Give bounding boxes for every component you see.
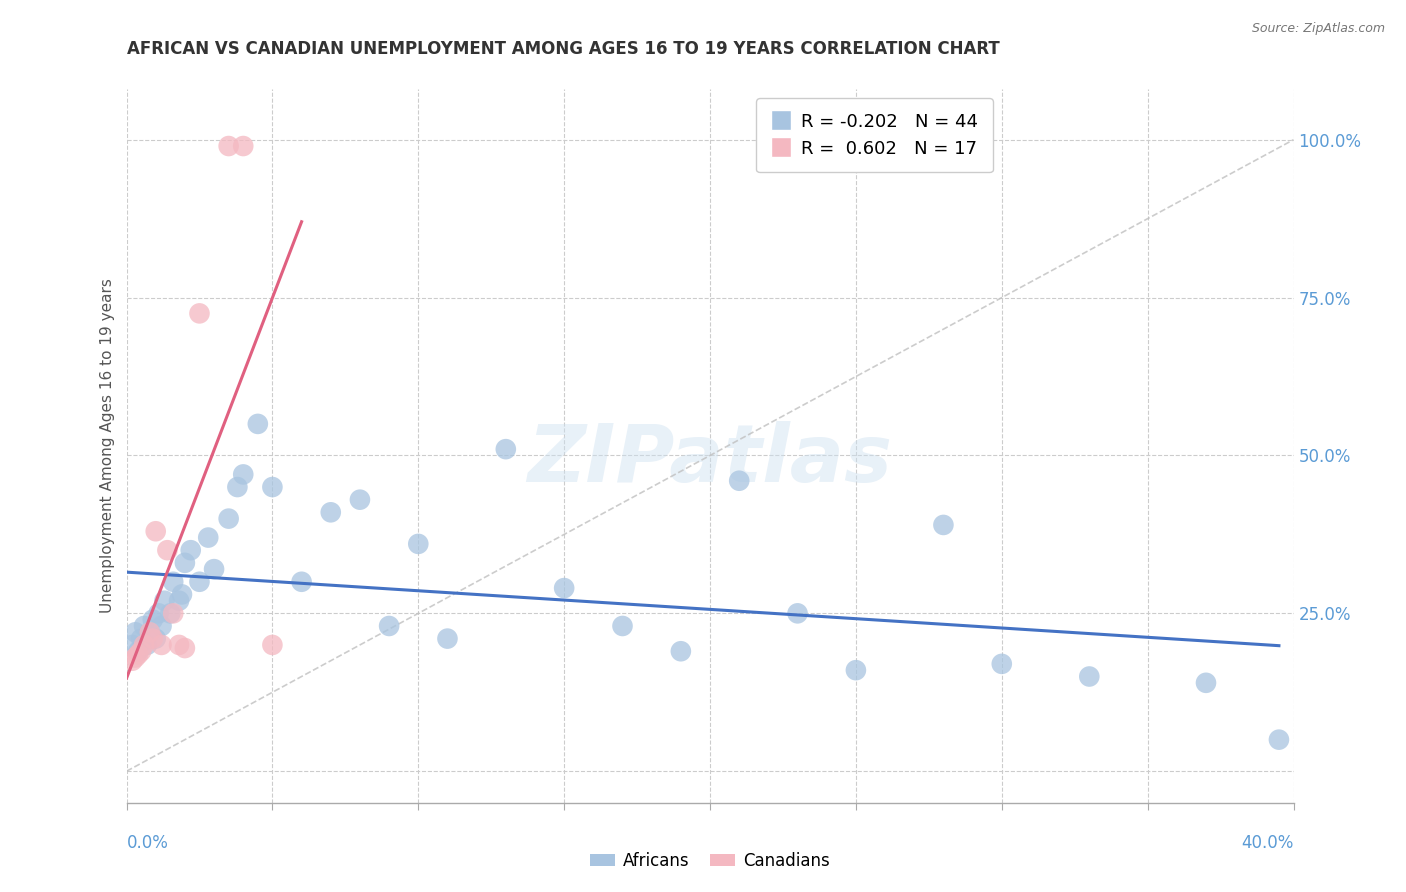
Text: AFRICAN VS CANADIAN UNEMPLOYMENT AMONG AGES 16 TO 19 YEARS CORRELATION CHART: AFRICAN VS CANADIAN UNEMPLOYMENT AMONG A… — [127, 40, 1000, 58]
Point — [262, 480, 284, 494]
Point — [124, 650, 146, 665]
Point — [132, 619, 155, 633]
Point — [1268, 732, 1291, 747]
Point — [142, 632, 165, 646]
Point — [145, 524, 167, 539]
Point — [612, 619, 634, 633]
Point — [129, 644, 152, 658]
Point — [167, 593, 190, 607]
Point — [378, 619, 401, 633]
Point — [218, 139, 240, 153]
Point — [188, 574, 211, 589]
Point — [188, 306, 211, 320]
Point — [786, 607, 808, 621]
Point — [1078, 669, 1101, 683]
Point — [156, 543, 179, 558]
Point — [127, 648, 149, 662]
Point — [150, 619, 173, 633]
Point — [226, 480, 249, 494]
Text: 0.0%: 0.0% — [127, 834, 169, 852]
Point — [174, 641, 197, 656]
Point — [180, 543, 202, 558]
Point — [202, 562, 225, 576]
Point — [174, 556, 197, 570]
Point — [132, 638, 155, 652]
Point — [150, 638, 173, 652]
Point — [136, 638, 159, 652]
Legend: Africans, Canadians: Africans, Canadians — [583, 846, 837, 877]
Point — [232, 467, 254, 482]
Y-axis label: Unemployment Among Ages 16 to 19 years: Unemployment Among Ages 16 to 19 years — [100, 278, 115, 614]
Point — [139, 625, 162, 640]
Point — [218, 511, 240, 525]
Point — [159, 607, 181, 621]
Point — [142, 613, 165, 627]
Point — [932, 517, 955, 532]
Point — [129, 632, 152, 646]
Point — [246, 417, 269, 431]
Point — [139, 625, 162, 640]
Point — [408, 537, 430, 551]
Point — [121, 654, 143, 668]
Point — [167, 638, 190, 652]
Point — [436, 632, 458, 646]
Point — [145, 632, 167, 646]
Point — [319, 505, 342, 519]
Point — [990, 657, 1012, 671]
Point — [495, 442, 517, 457]
Point — [349, 492, 371, 507]
Text: 40.0%: 40.0% — [1241, 834, 1294, 852]
Point — [170, 587, 193, 601]
Text: Source: ZipAtlas.com: Source: ZipAtlas.com — [1251, 22, 1385, 36]
Point — [124, 625, 146, 640]
Point — [845, 663, 868, 677]
Point — [162, 574, 184, 589]
Point — [1195, 675, 1218, 690]
Point — [148, 607, 170, 621]
Text: ZIPatlas: ZIPatlas — [527, 421, 893, 500]
Point — [162, 607, 184, 621]
Point — [197, 531, 219, 545]
Point — [232, 139, 254, 153]
Point — [290, 574, 312, 589]
Point — [553, 581, 575, 595]
Point — [153, 593, 176, 607]
Point — [728, 474, 751, 488]
Point — [121, 638, 143, 652]
Point — [669, 644, 692, 658]
Point — [262, 638, 284, 652]
Point — [127, 644, 149, 658]
